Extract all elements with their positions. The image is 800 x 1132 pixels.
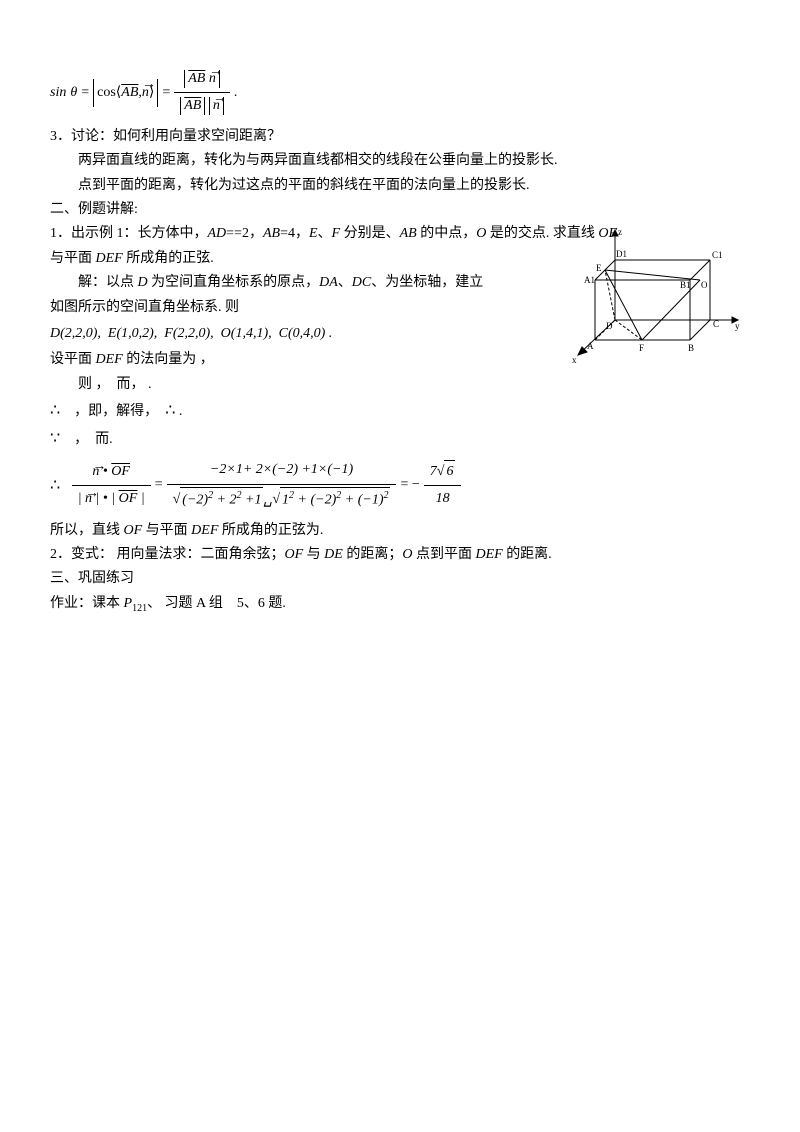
because-line: ∵ ， 而. bbox=[50, 426, 750, 452]
then-line: 则 ， 而， . bbox=[50, 374, 750, 396]
homework-line: 作业：课本 P121、 习题 A 组 5、6 题. bbox=[50, 593, 750, 617]
line-3a: 两异面直线的距离，转化为与两异面直线都相交的线段在公垂向量上的投影长. bbox=[50, 150, 750, 172]
line-3b: 点到平面的距离，转化为过这点的平面的斜线在平面的法向量上的投影长. bbox=[50, 175, 750, 197]
axis-z-label: z bbox=[618, 227, 622, 237]
vertex-c-label: C bbox=[713, 319, 719, 329]
conclusion-line: 所以，直线 OF 与平面 DEF 所成角的正弦为. bbox=[50, 520, 750, 542]
vertex-d-label: D bbox=[606, 321, 613, 331]
section-3-heading: 三、巩固练习 bbox=[50, 568, 750, 590]
vertex-d1-label: D1 bbox=[616, 249, 627, 259]
axis-x-label: x bbox=[572, 355, 577, 365]
point-e-label: E bbox=[596, 263, 602, 273]
vertex-b1-label: B1 bbox=[680, 280, 691, 290]
therefore-line-1: ∴ ，即，解得， ∴ . bbox=[50, 398, 750, 424]
vertex-b-label: B bbox=[688, 343, 694, 353]
vertex-a-label: A bbox=[587, 341, 594, 351]
point-f-label: F bbox=[639, 343, 644, 353]
mid-numerator: −2×1+ 2×(−2) +1×(−1) bbox=[167, 457, 397, 484]
axis-y-label: y bbox=[735, 321, 740, 331]
equation-sin-theta: sinθ = cos⟨AB,n→⟩ = AB n→ AB n→ . bbox=[50, 66, 750, 120]
section-2-heading: 二、例题讲解: bbox=[50, 199, 750, 221]
example-2-line: 2．变式： 用向量法求：二面角余弦；OF 与 DE 的距离；O 点到平面 DEF… bbox=[50, 544, 750, 566]
line-3: 3．讨论：如何利用向量求空间距离？ bbox=[50, 126, 750, 148]
vertex-c1-label: C1 bbox=[712, 250, 723, 260]
ex1-prefix: 1．出示例 1：长方体中， bbox=[50, 226, 208, 241]
vertex-a1-label: A1 bbox=[584, 275, 595, 285]
document-page: sinθ = cos⟨AB,n→⟩ = AB n→ AB n→ . 3．讨论：如… bbox=[0, 0, 800, 669]
period: . bbox=[234, 82, 238, 104]
cuboid-diagram: z y x A B C D A1 B1 C1 D1 E F O bbox=[560, 225, 745, 370]
main-fraction-equation: ∴ n→ • OF | n→ | • | OF | = −2×1+ 2×(−2)… bbox=[50, 457, 750, 513]
point-o-label: O bbox=[701, 280, 708, 290]
